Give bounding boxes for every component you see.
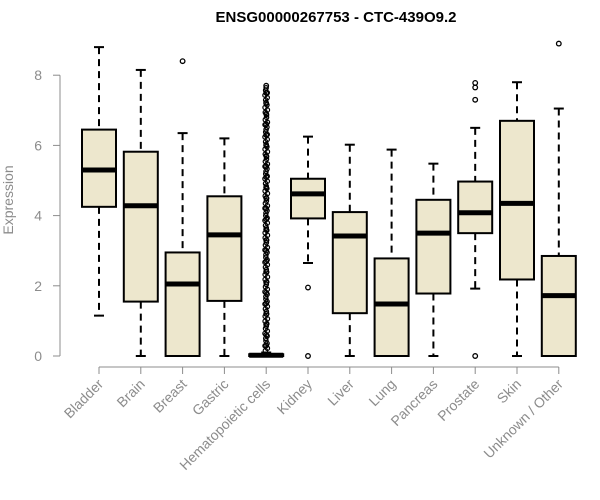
iqr-box [499,119,535,281]
outlier-point [263,239,270,246]
iqr-box [540,254,577,357]
outlier-point [262,171,269,177]
outlier-point [263,311,270,317]
outlier-point [263,85,269,91]
x-tick-label-breast: Breast [150,376,190,416]
outlier-point [262,212,269,219]
outlier-point [263,323,270,329]
outlier-point [179,58,186,65]
box-breast [164,58,201,357]
x-tick-label-kidney: Kidney [274,376,316,418]
y-tick-label: 0 [34,348,42,364]
outlier-point [263,296,269,302]
outlier-point [263,338,269,344]
x-tick-label-bladder: Bladder [61,376,107,422]
outlier-point [555,40,562,47]
outlier-point [262,284,269,290]
box-gastric [206,137,243,357]
outlier-point [263,114,270,121]
iqr-box [122,150,159,303]
outlier-point [262,325,269,332]
box-brain [122,68,159,357]
x-tick-label-brain: Brain [113,376,147,410]
outlier-point [472,79,479,86]
outlier-point [262,129,269,135]
box-unknown-other [540,40,577,357]
outlier-point [263,254,269,261]
chart-title: ENSG00000267753 - CTC-439O9.2 [216,9,457,26]
x-tick-label-skin: Skin [494,376,525,407]
outlier-point [263,281,270,288]
outlier-point [263,269,270,275]
box-bladder [81,46,117,317]
outlier-point [305,284,311,291]
outlier-point [263,141,269,148]
x-tick-label-lung: Lung [365,376,398,409]
iqr-box [290,177,326,220]
outlier-point [472,353,479,359]
outlier-point [263,225,270,231]
outlier-point [264,144,270,150]
iqr-box [415,198,452,295]
y-tick-label: 8 [34,67,42,83]
outlier-point [305,353,311,359]
outlier-point [263,183,269,189]
y-tick-label: 4 [34,208,42,224]
box-skin [499,81,535,357]
y-axis-label: Expression [0,165,16,234]
outlier-point [264,185,270,192]
outlier-point [263,227,270,234]
iqr-box [164,251,201,357]
outlier-point [472,84,479,91]
box-hematopoietic-cells [248,82,285,358]
iqr-box [206,195,243,302]
x-tick-label-liver: Liver [324,376,357,409]
y-axis: 0 2 4 6 8 [34,67,61,364]
outlier-point [263,99,269,106]
plot-area [81,40,577,359]
box-lung [373,148,410,357]
outlier-point [263,198,270,204]
outlier-point [472,96,479,103]
y-tick-label: 6 [34,137,42,153]
box-prostate [457,79,494,359]
iqr-box [457,180,494,235]
x-tick-label-prostate: Prostate [434,376,482,424]
y-tick-label: 2 [34,278,42,294]
box-kidney [290,135,326,359]
iqr-box [331,211,368,315]
iqr-box [373,257,410,357]
outlier-point [263,156,270,162]
box-liver [331,143,368,357]
outlier-point [262,87,269,94]
x-tick-label-unknown-other: Unknown / Other [480,376,566,462]
box-pancreas [415,162,452,357]
outlier-point [263,266,270,273]
